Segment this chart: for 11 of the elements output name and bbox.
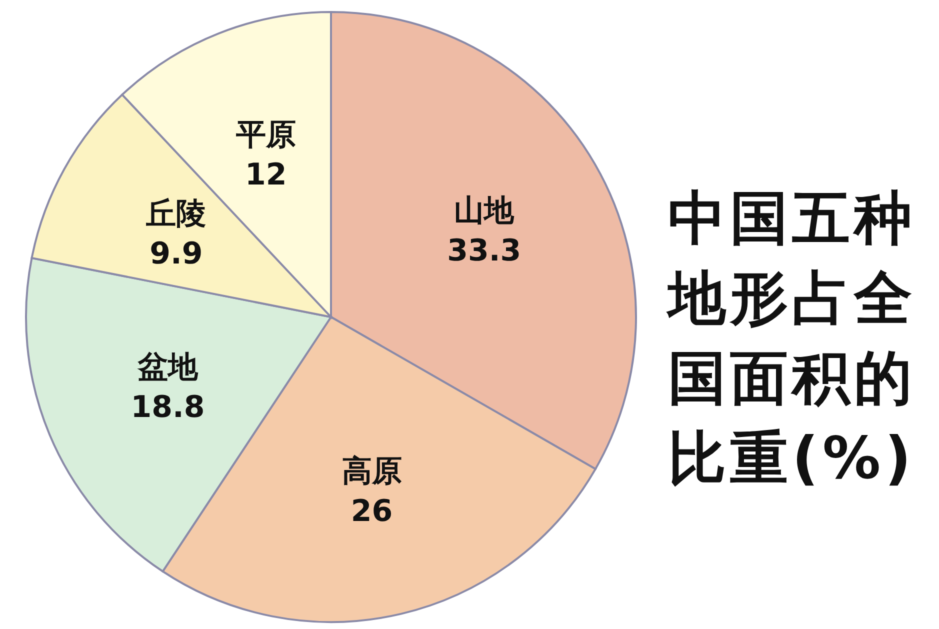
slice-label: 山地	[454, 193, 516, 228]
slice-label: 丘陵	[145, 196, 206, 232]
data-label: 18.8	[130, 390, 205, 426]
data-label: 9.9	[150, 236, 203, 272]
slice-label: 高原	[342, 454, 402, 490]
text: 中国五种地形占全国面积的比重(%)	[668, 183, 917, 494]
slice-label: 平原	[234, 118, 296, 153]
data-label: 33.3	[447, 233, 522, 268]
data-label: 12	[245, 158, 287, 193]
data-label: 26	[350, 494, 393, 530]
slice-label: 盆地	[136, 350, 199, 386]
